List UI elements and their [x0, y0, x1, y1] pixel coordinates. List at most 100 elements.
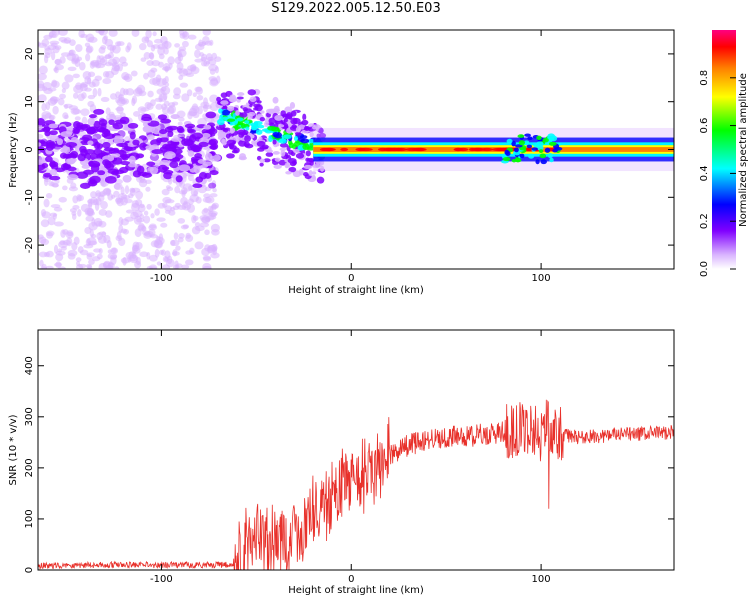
heatmap-cell: [300, 138, 310, 144]
heatmap-cell: [210, 143, 217, 151]
heatmap-cell: [78, 30, 85, 38]
heatmap-cell: [38, 133, 44, 139]
heatmap-cell: [160, 86, 171, 95]
heatmap-cell: [178, 74, 184, 81]
heatmap-cell: [273, 164, 282, 169]
heatmap-cell: [50, 51, 56, 61]
heatmap-cell: [58, 196, 67, 203]
heatmap-cell: [59, 93, 66, 99]
heatmap-cell: [514, 147, 519, 153]
heatmap-cell: [311, 164, 321, 169]
heatmap-cell: [70, 150, 79, 159]
heatmap-cell: [201, 132, 211, 139]
heatmap-cell: [236, 96, 244, 100]
heatmap-cell: [40, 266, 48, 269]
heatmap-cell: [200, 101, 210, 109]
heatmap-cell: [74, 116, 81, 121]
heatmap-cell: [93, 248, 102, 253]
heatmap-cell: [147, 166, 154, 172]
heatmap-cell: [119, 116, 130, 125]
heatmap-cell: [188, 134, 197, 143]
heatmap-cell: [196, 95, 204, 101]
x-tick-label: 100: [532, 574, 551, 585]
heatmap-cell: [146, 161, 156, 167]
heatmap-cell: [41, 211, 51, 219]
heatmap-cell: [59, 56, 66, 64]
heatmap-cell: [140, 57, 147, 62]
heatmap-cell: [146, 203, 152, 210]
heatmap-cell: [189, 194, 200, 203]
heatmap-cell: [216, 118, 225, 126]
y-tick-label: 20: [24, 48, 35, 61]
heatmap-cell: [152, 31, 157, 37]
heatmap-cell: [75, 257, 82, 262]
heatmap-cell: [209, 170, 219, 176]
heatmap-cell: [72, 204, 80, 210]
heatmap-cell: [190, 66, 200, 75]
heatmap-cell: [247, 89, 257, 96]
y-tick-label: 0: [24, 567, 35, 573]
heatmap-cell: [50, 96, 60, 102]
heatmap-cell: [220, 100, 229, 105]
heatmap-cell: [52, 213, 57, 220]
heatmap-cell: [267, 125, 277, 131]
heatmap-cell: [41, 38, 50, 47]
heatmap-cell: [127, 122, 139, 129]
heatmap-cell: [104, 175, 117, 184]
heatmap-cell: [226, 118, 236, 122]
heatmap-cell: [98, 209, 108, 216]
heatmap-cell: [206, 244, 217, 254]
heatmap-cell: [125, 209, 135, 214]
heatmap-cell: [47, 44, 57, 51]
heatmap-cell: [102, 141, 111, 149]
heatmap-cell: [179, 82, 189, 88]
heatmap-cell: [308, 169, 313, 177]
heatmap-cell: [540, 159, 547, 165]
heatmap-cell: [97, 170, 106, 176]
heatmap-cell: [287, 158, 297, 164]
heatmap-cell: [290, 110, 297, 117]
x-tick-label: -100: [150, 273, 173, 284]
heatmap-cell: [79, 61, 86, 71]
heatmap-cell: [41, 163, 49, 169]
heatmap-cell: [244, 120, 250, 124]
heatmap-cell: [136, 84, 146, 94]
heatmap-cell: [85, 46, 93, 54]
heatmap-cell: [263, 158, 271, 163]
heatmap-cell: [272, 151, 280, 155]
heatmap-cell: [279, 143, 289, 148]
heatmap-cell: [535, 159, 540, 165]
heatmap-cell: [187, 34, 197, 40]
heatmap-cell: [144, 101, 152, 109]
heatmap-cell: [143, 72, 149, 80]
heatmap-cell: [101, 35, 108, 45]
heatmap-cell: [87, 71, 96, 78]
heatmap-cell: [122, 229, 130, 235]
heatmap-cell: [88, 221, 98, 231]
heatmap-cell: [244, 135, 251, 143]
heatmap-cell: [161, 264, 171, 269]
heatmap-cell: [135, 153, 145, 159]
heatmap-cell: [151, 59, 161, 67]
heatmap-cell: [40, 219, 50, 228]
heatmap-cell: [122, 256, 127, 266]
heatmap-cell: [48, 32, 54, 39]
heatmap-cell: [181, 40, 189, 48]
heatmap-cell: [204, 152, 213, 161]
heatmap-cell: [38, 83, 46, 92]
heatmap-cell: [150, 213, 155, 219]
heatmap-cell: [238, 156, 247, 161]
heatmap-cell: [130, 70, 138, 77]
snr-frame: [37, 329, 675, 571]
heatmap-cell: [169, 161, 179, 169]
heatmap-cell: [264, 120, 269, 128]
heatmap-cell: [309, 160, 315, 166]
spectrogram-xlabel: Height of straight line (km): [288, 285, 424, 296]
heatmap-cell: [91, 78, 100, 87]
heatmap-cell: [214, 56, 222, 63]
heatmap-cell: [141, 117, 153, 122]
signal-hotspot: [468, 147, 476, 152]
heatmap-cell: [210, 252, 220, 259]
heatmap-cell: [253, 103, 261, 108]
heatmap-cell: [524, 133, 531, 137]
